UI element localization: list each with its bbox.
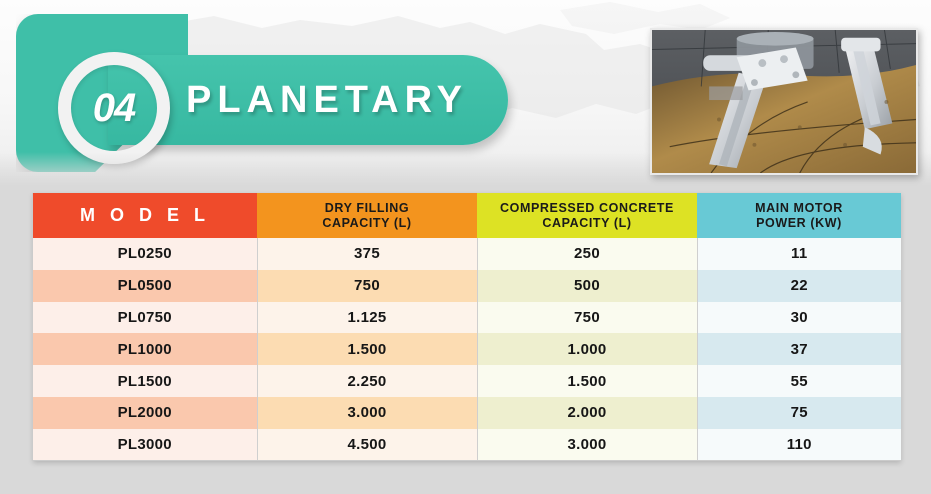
cell-compressed-concrete-capacity: 250 — [476, 238, 697, 270]
cell-main-motor-power: 30 — [696, 301, 901, 334]
cell-dry-filling-capacity: 4.500 — [256, 428, 477, 462]
cell-model: PL0500 — [33, 269, 257, 302]
cell-model: PL3000 — [33, 428, 257, 462]
cell-compressed-concrete-capacity: 1.000 — [476, 333, 697, 366]
cell-dry-filling-capacity: 1.500 — [256, 333, 477, 366]
cell-main-motor-power: 11 — [696, 238, 901, 270]
planetary-mixer-illustration — [652, 30, 916, 173]
cell-compressed-concrete-capacity: 2.000 — [476, 396, 697, 429]
cell-model: PL1000 — [33, 333, 257, 366]
table-row[interactable]: PL0750 1.125 750 30 — [33, 301, 901, 334]
cell-dry-filling-capacity: 3.000 — [256, 396, 477, 429]
column-header-model[interactable]: M O D E L — [33, 193, 257, 238]
specifications-table: M O D E L DRY FILLING CAPACITY (L) COMPR… — [32, 193, 901, 462]
dry-header-line1: DRY FILLING — [324, 200, 410, 215]
table-row[interactable]: PL3000 4.500 3.000 110 — [33, 428, 901, 462]
cell-dry-filling-capacity: 375 — [256, 238, 477, 270]
dry-header-line2: CAPACITY (L) — [322, 215, 412, 230]
table-head: M O D E L DRY FILLING CAPACITY (L) COMPR… — [33, 193, 901, 238]
cell-compressed-concrete-capacity: 3.000 — [476, 428, 697, 462]
spec-table: M O D E L DRY FILLING CAPACITY (L) COMPR… — [33, 193, 901, 462]
comp-header-line2: CAPACITY (L) — [542, 215, 632, 230]
banner-title-pill — [108, 55, 508, 145]
cell-compressed-concrete-capacity: 1.500 — [476, 365, 697, 397]
cell-compressed-concrete-capacity: 750 — [476, 301, 697, 334]
header-row: M O D E L DRY FILLING CAPACITY (L) COMPR… — [33, 193, 901, 238]
cell-main-motor-power: 55 — [696, 365, 901, 397]
cell-dry-filling-capacity: 750 — [256, 269, 477, 302]
cell-model: PL0750 — [33, 301, 257, 334]
comp-header-line1: COMPRESSED CONCRETE — [500, 200, 674, 215]
table-row[interactable]: PL0500 750 500 22 — [33, 269, 901, 302]
cell-model: PL1500 — [33, 365, 257, 397]
cell-main-motor-power: 22 — [696, 269, 901, 302]
cell-main-motor-power: 110 — [696, 428, 901, 462]
motor-header-line1: MAIN MOTOR — [755, 200, 843, 215]
cell-model: PL0250 — [33, 238, 257, 270]
cell-model: PL2000 — [33, 396, 257, 429]
cell-dry-filling-capacity: 1.125 — [256, 301, 477, 334]
column-header-main-motor-power[interactable]: MAIN MOTOR POWER (KW) — [697, 193, 901, 238]
cell-compressed-concrete-capacity: 500 — [476, 269, 697, 302]
product-photo — [650, 28, 918, 175]
column-header-dry-filling-capacity[interactable]: DRY FILLING CAPACITY (L) — [257, 193, 477, 238]
table-row[interactable]: PL0250 375 250 11 — [33, 238, 901, 270]
section-number: 04 — [92, 85, 137, 130]
cell-main-motor-power: 37 — [696, 333, 901, 366]
page-title: PLANETARY — [186, 78, 468, 121]
table-body: PL0250 375 250 11 PL0500 750 500 22 PL0750 1.125 7… — [33, 238, 901, 462]
column-header-compressed-concrete-capacity[interactable]: COMPRESSED CONCRETE CAPACITY (L) — [477, 193, 697, 238]
cell-main-motor-power: 75 — [696, 396, 901, 429]
table-row[interactable]: PL1500 2.250 1.500 55 — [33, 365, 901, 397]
table-row[interactable]: PL2000 3.000 2.000 75 — [33, 396, 901, 429]
motor-header-line2: POWER (KW) — [756, 215, 842, 230]
table-row[interactable]: PL1000 1.500 1.000 37 — [33, 333, 901, 366]
cell-dry-filling-capacity: 2.250 — [256, 365, 477, 397]
